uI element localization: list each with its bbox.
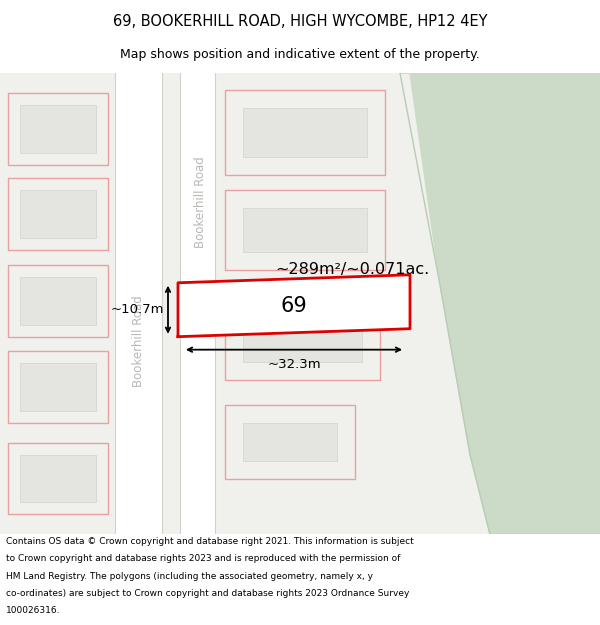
Polygon shape [400,73,600,534]
Bar [8,265,108,337]
Text: 69: 69 [281,296,307,316]
Bar [20,190,96,238]
Bar [8,178,108,250]
Text: Bookerhill Road: Bookerhill Road [131,295,145,386]
Bar [225,90,385,175]
Polygon shape [178,275,410,337]
Text: co-ordinates) are subject to Crown copyright and database rights 2023 Ordnance S: co-ordinates) are subject to Crown copyr… [6,589,409,598]
Bar [243,322,362,362]
Bar [20,105,96,153]
Text: Contains OS data © Crown copyright and database right 2021. This information is : Contains OS data © Crown copyright and d… [6,537,414,546]
Bar [20,454,96,503]
Text: 69, BOOKERHILL ROAD, HIGH WYCOMBE, HP12 4EY: 69, BOOKERHILL ROAD, HIGH WYCOMBE, HP12 … [113,14,487,29]
Bar [243,422,337,461]
Bar [115,73,162,534]
Text: ~289m²/~0.071ac.: ~289m²/~0.071ac. [275,262,429,277]
Bar [8,351,108,423]
Bar [8,93,108,165]
Bar [243,108,367,157]
Bar [180,73,215,534]
Text: HM Land Registry. The polygons (including the associated geometry, namely x, y: HM Land Registry. The polygons (includin… [6,571,373,581]
Text: ~10.7m: ~10.7m [110,303,164,316]
Bar [225,305,380,379]
Bar [225,404,355,479]
Text: 100026316.: 100026316. [6,606,61,615]
Text: ~32.3m: ~32.3m [267,357,321,371]
Text: to Crown copyright and database rights 2023 and is reproduced with the permissio: to Crown copyright and database rights 2… [6,554,400,563]
Bar [243,208,367,252]
Text: Map shows position and indicative extent of the property.: Map shows position and indicative extent… [120,48,480,61]
Bar [8,442,108,514]
Bar [20,277,96,325]
Bar [225,190,385,270]
Bar [20,362,96,411]
Text: Bookerhill Road: Bookerhill Road [193,156,206,248]
